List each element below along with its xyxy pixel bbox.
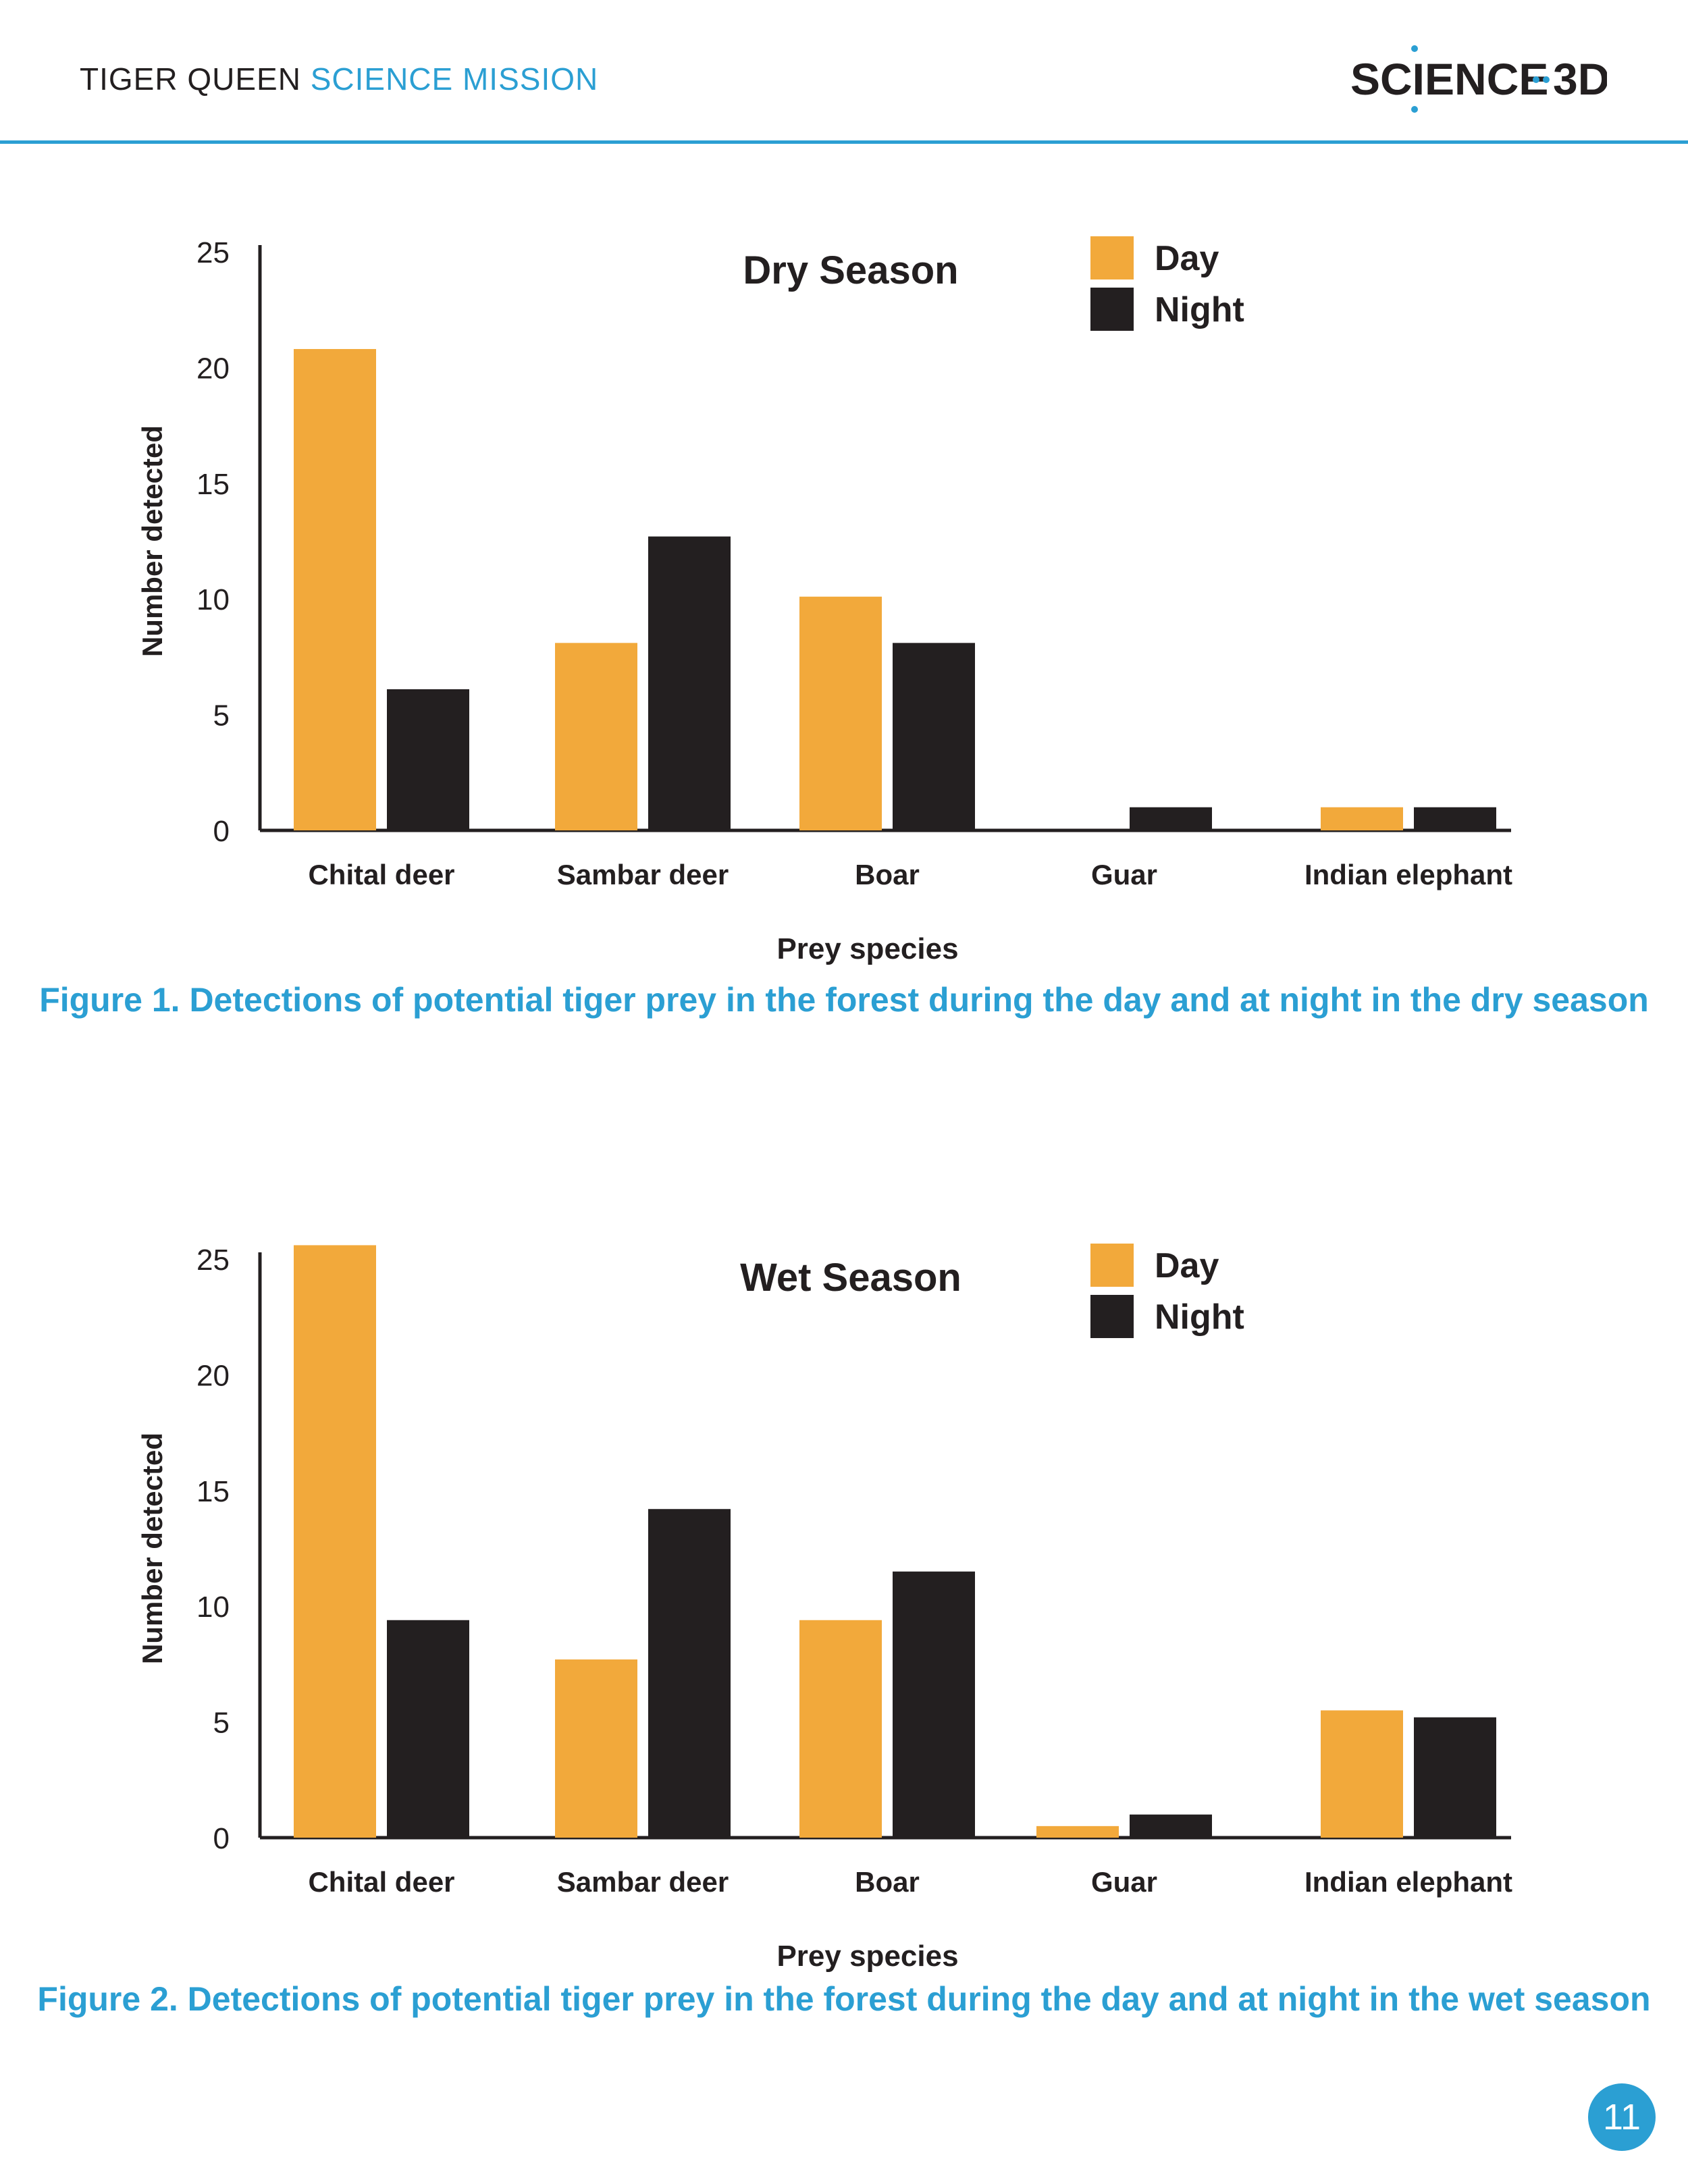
chart-title: Wet Season (740, 1256, 961, 1300)
bar-night-chital-deer (387, 689, 469, 830)
header-title-blue: SCIENCE MISSION (310, 61, 599, 97)
bar-night-indian-elephant (1414, 1717, 1496, 1838)
page-number-badge: 11 (1588, 2083, 1656, 2151)
bar-day-boar (799, 1620, 882, 1838)
chart-title: Dry Season (743, 248, 958, 292)
bar-day-sambar-deer (555, 643, 637, 830)
y-tick-label: 5 (213, 699, 230, 733)
bar-day-indian-elephant (1321, 1710, 1403, 1838)
bar-night-guar (1130, 807, 1212, 830)
y-tick-label: 15 (196, 1475, 230, 1508)
bar-night-boar (893, 643, 975, 830)
y-axis-title: Number detected (136, 1433, 168, 1664)
legend-label-day: Day (1155, 1246, 1219, 1285)
x-tick-label: Sambar deer (557, 1866, 729, 1898)
logo-dot-bottom (1411, 106, 1418, 113)
figure-1-caption: Figure 1. Detections of potential tiger … (39, 981, 1649, 1019)
legend-swatch-day (1090, 1244, 1134, 1287)
y-tick-label: 5 (213, 1707, 230, 1740)
bar-night-guar (1130, 1814, 1212, 1838)
legend-swatch-night (1090, 1295, 1134, 1338)
dry-season-chart: 0 5 10 15 20 25 Number detected Chital deer Samb… (0, 223, 1688, 986)
y-tick-label: 10 (196, 583, 230, 616)
bar-night-sambar-deer (648, 1509, 731, 1838)
logo-dot-top (1411, 45, 1418, 52)
x-tick-label: Indian elephant (1304, 859, 1512, 890)
legend-label-night: Night (1155, 290, 1244, 329)
bar-day-sambar-deer (555, 1659, 637, 1838)
legend-label-day: Day (1155, 239, 1219, 278)
x-tick-label: Boar (855, 859, 920, 890)
x-tick-label: Chital deer (308, 1866, 454, 1898)
bar-night-indian-elephant (1414, 807, 1496, 830)
dry-season-chart-svg: 0 5 10 15 20 25 Number detected Chital deer Samb… (136, 236, 1512, 965)
bar-day-indian-elephant (1321, 807, 1403, 830)
y-axis-title: Number detected (136, 425, 168, 657)
x-tick-label: Chital deer (308, 859, 454, 890)
wet-season-chart-svg: 0 5 10 15 20 25 Number detected Chital deer Samb… (136, 1244, 1512, 1973)
y-tick-label: 20 (196, 352, 230, 385)
x-axis-title: Prey species (776, 932, 958, 965)
wet-season-chart: 0 5 10 15 20 25 Number detected Chital deer Samb… (0, 1230, 1688, 1993)
y-tick-label: 0 (213, 815, 230, 848)
header-title: TIGER QUEEN SCIENCE MISSION (80, 61, 598, 97)
x-tick-label: Boar (855, 1866, 920, 1898)
header-divider (0, 140, 1688, 144)
legend-label-night: Night (1155, 1298, 1244, 1337)
logo-dot-mid-1 (1533, 76, 1539, 83)
x-tick-label: Sambar deer (557, 859, 729, 890)
y-tick-label: 15 (196, 468, 230, 501)
x-axis-title: Prey species (776, 1940, 958, 1973)
y-tick-label: 0 (213, 1822, 230, 1855)
legend-swatch-night (1090, 288, 1134, 331)
bar-night-boar (893, 1571, 975, 1838)
logo-dot-mid-2 (1543, 76, 1550, 83)
bar-day-chital-deer (294, 348, 376, 830)
logo-text-left: SCIENCE (1350, 54, 1548, 104)
x-tick-label: Guar (1091, 1866, 1157, 1898)
x-tick-label: Indian elephant (1304, 1866, 1512, 1898)
bar-day-chital-deer (294, 1245, 376, 1838)
bar-night-sambar-deer (648, 536, 731, 830)
bar-day-boar (799, 596, 882, 830)
bar-night-chital-deer (387, 1620, 469, 1838)
legend-swatch-day (1090, 236, 1134, 279)
logo-text-right: 3D (1553, 54, 1607, 104)
y-tick-label: 20 (196, 1359, 230, 1392)
y-tick-label: 25 (196, 1244, 230, 1277)
header-title-dark: TIGER QUEEN (80, 61, 301, 97)
y-tick-label: 10 (196, 1591, 230, 1624)
figure-2-caption: Figure 2. Detections of potential tiger … (37, 1980, 1651, 2018)
bar-day-guar (1036, 1826, 1119, 1838)
science3d-logo: SCIENCE 3D (1350, 45, 1607, 113)
x-tick-label: Guar (1091, 859, 1157, 890)
y-tick-label: 25 (196, 236, 230, 269)
